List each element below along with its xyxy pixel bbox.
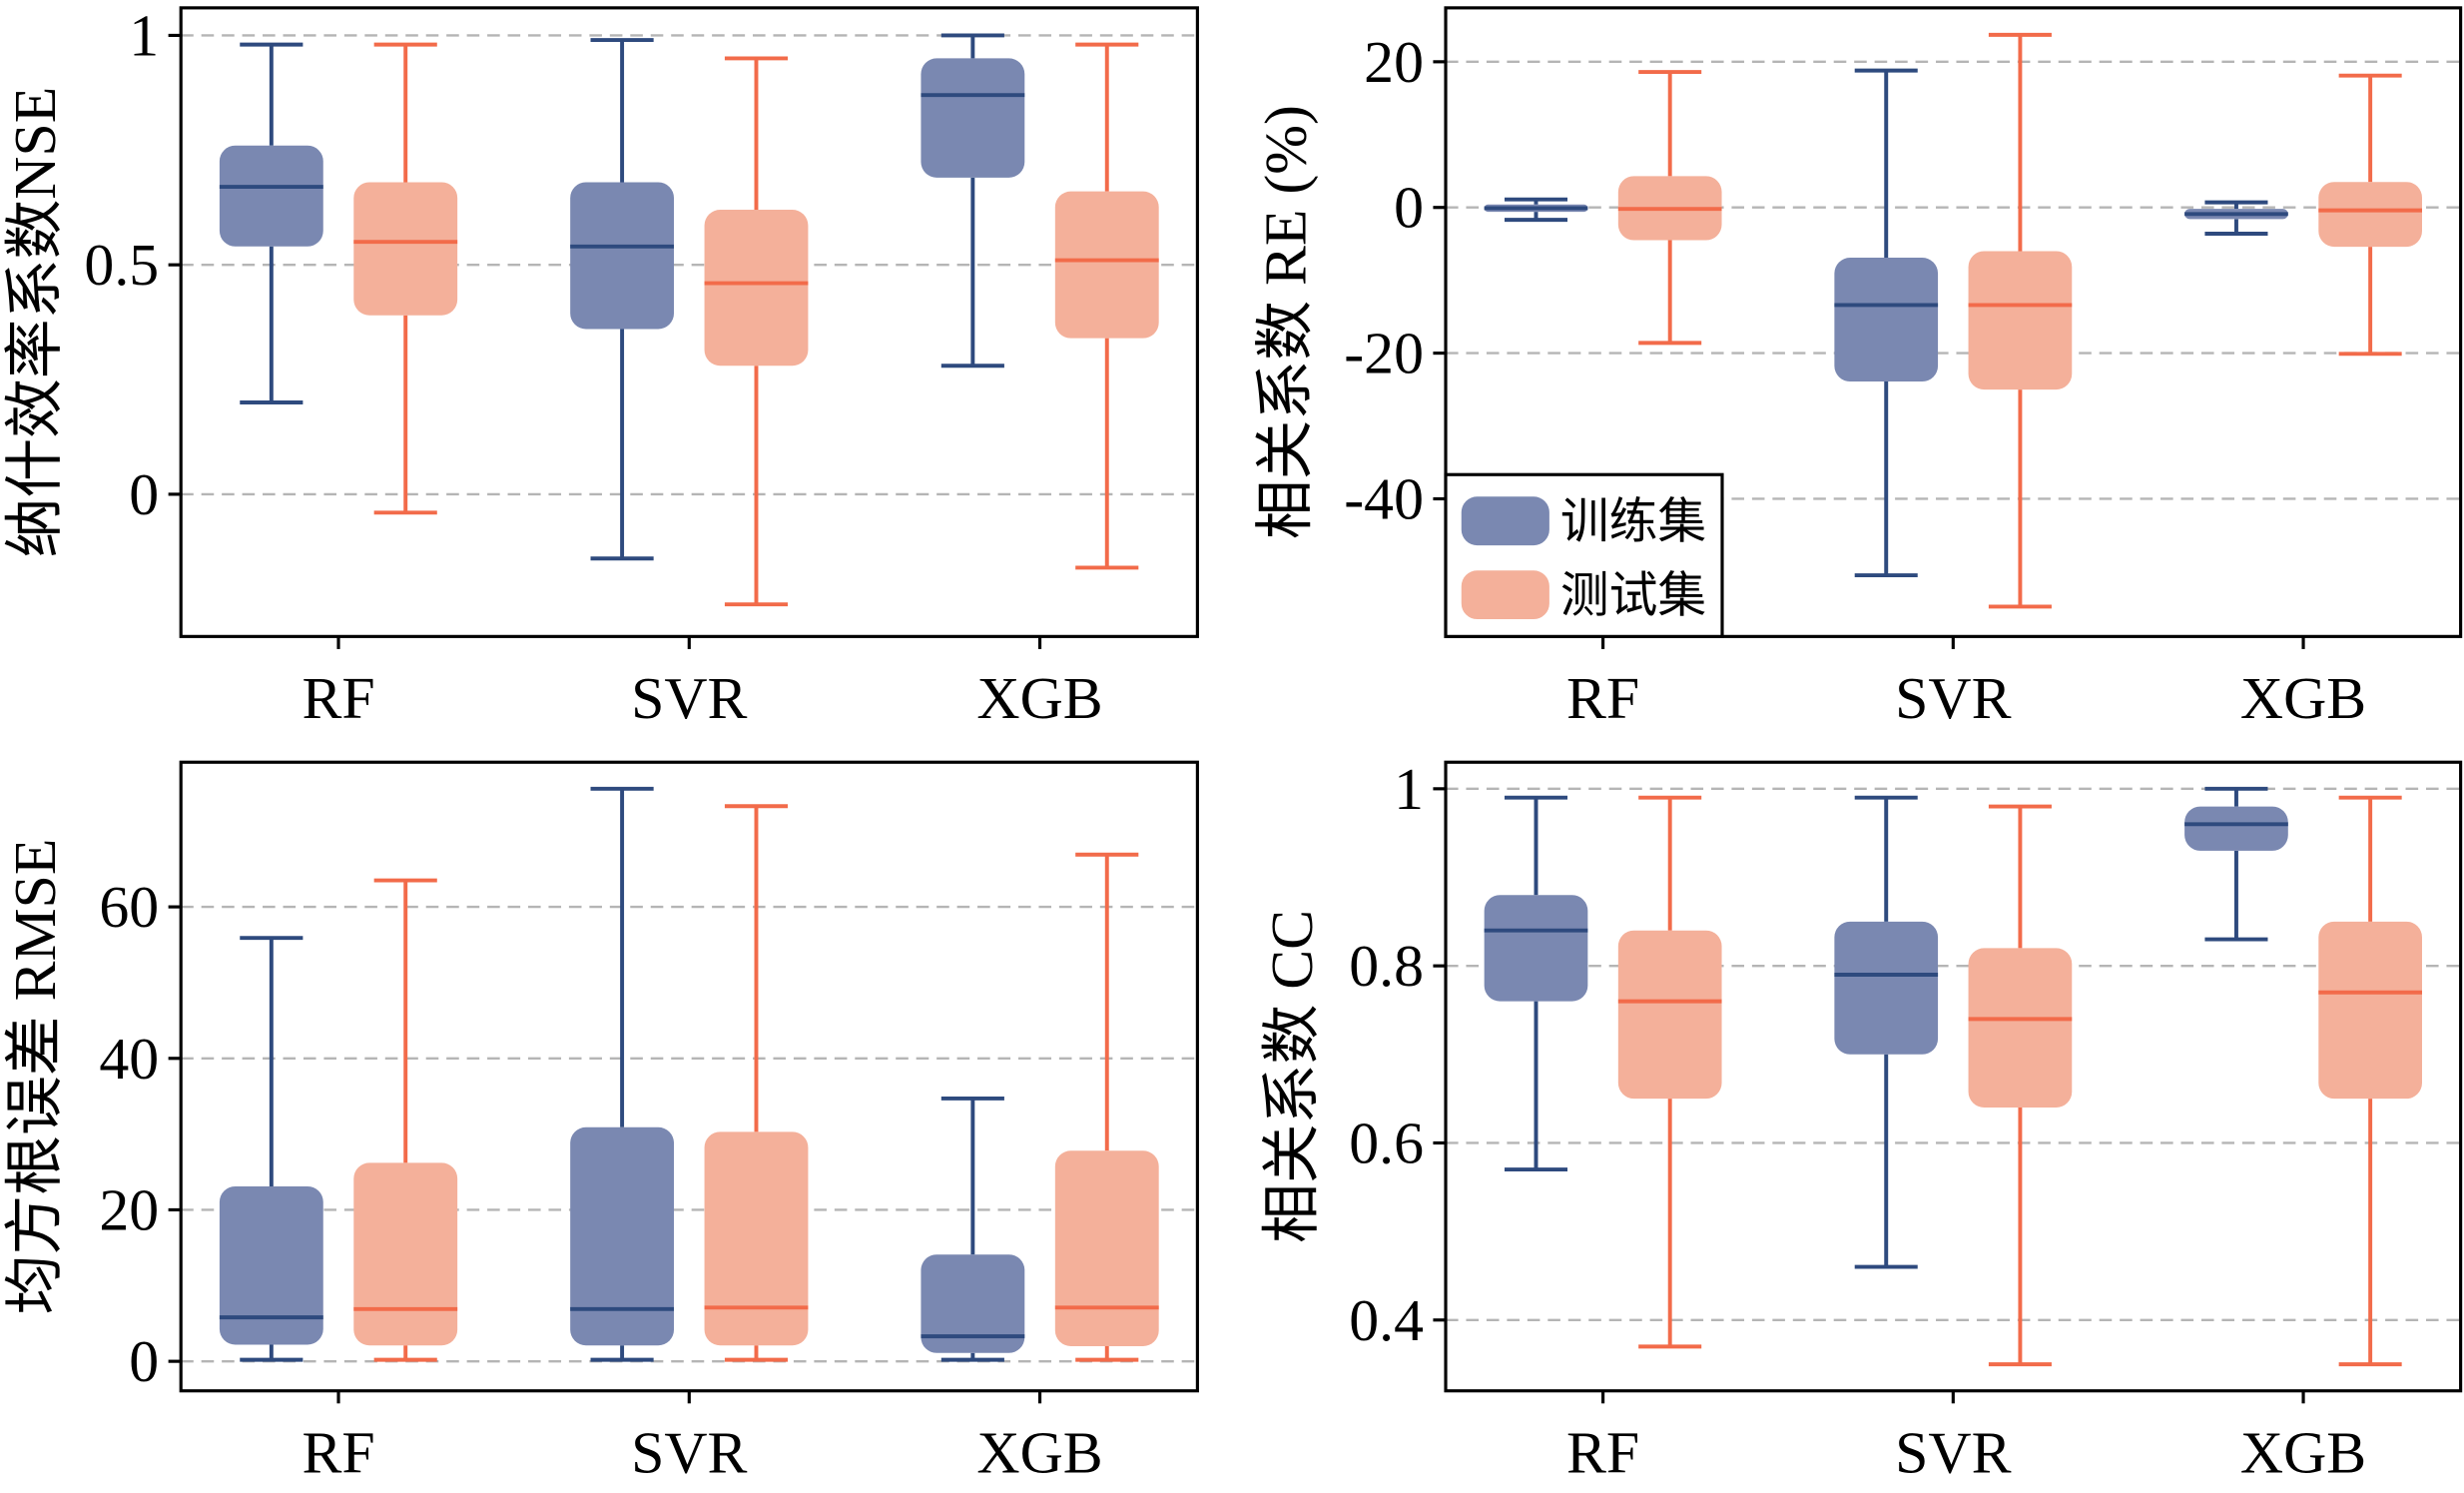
cc-y-tick-label: 1 <box>1394 756 1424 822</box>
rmse-xgb-test-box <box>1054 1150 1159 1346</box>
rmse-rf-train-boxplot <box>219 936 323 1362</box>
cc-svr-train-boxplot <box>1834 795 1939 1269</box>
cc-rf-train-box <box>1484 895 1588 1002</box>
cc-y-axis-label: 相关系数 CC <box>1259 910 1325 1243</box>
nse-rf-test-box <box>353 182 458 316</box>
rmse-xgb-train-boxplot <box>921 1097 1025 1362</box>
cc-x-tick-label: XGB <box>2240 1420 2366 1486</box>
nse-rf-train-box <box>219 145 323 247</box>
nse-svr-test-boxplot <box>704 56 809 607</box>
rmse-x-tick-label: XGB <box>976 1420 1102 1486</box>
legend-swatch-test <box>1461 570 1549 620</box>
re-svr-train-box <box>1834 258 1939 382</box>
rmse-rf-test-box <box>353 1162 458 1346</box>
nse-xgb-test-box <box>1054 191 1159 339</box>
panel-nse: 0 0.5 1 RF SVR XGB 纳什效率系数NSE <box>2 2 1199 731</box>
nse-svr-test-box <box>704 210 809 367</box>
nse-xgb-test-boxplot <box>1054 42 1159 570</box>
cc-y-tick-label: 0.8 <box>1349 933 1424 999</box>
cc-svr-test-boxplot <box>1968 804 2073 1367</box>
rmse-x-tick-label: SVR <box>631 1420 747 1486</box>
rmse-y-tick-label: 60 <box>99 874 159 940</box>
legend: 训练集 测试集 <box>1444 472 1724 638</box>
re-rf-train-boxplot <box>1484 197 1588 223</box>
rmse-y-tick-label: 20 <box>99 1176 159 1242</box>
nse-rf-train-boxplot <box>219 42 323 404</box>
rmse-y-axis-label: 均方根误差 RMSE <box>2 839 68 1315</box>
re-y-tick-label: -20 <box>1344 321 1424 386</box>
re-xgb-train-boxplot <box>2184 200 2288 236</box>
rmse-y-tick-label: 40 <box>99 1026 159 1092</box>
rmse-xgb-train-box <box>921 1254 1025 1353</box>
rmse-rf-test-boxplot <box>353 878 458 1362</box>
cc-x-tick-label: RF <box>1566 1420 1639 1486</box>
cc-y-tick-label: 0.4 <box>1349 1287 1424 1353</box>
re-svr-train-boxplot <box>1834 68 1939 578</box>
cc-rf-test-box <box>1617 930 1722 1100</box>
nse-x-tick-label: RF <box>302 665 374 731</box>
cc-y-tick-label: 0.6 <box>1349 1110 1424 1175</box>
panel-re: 20 0 -20 -40 RF SVR XGB 相关系数 RE (%) <box>1253 6 2463 731</box>
rmse-y-tick-label: 0 <box>129 1328 159 1394</box>
re-y-tick-label: 0 <box>1394 175 1424 241</box>
re-xgb-test-boxplot <box>2318 73 2422 357</box>
re-svr-test-boxplot <box>1968 32 2073 609</box>
cc-svr-train-box <box>1834 921 1939 1055</box>
panel-cc: 1 0.8 0.6 0.4 RF SVR XGB 相关系数 CC <box>1259 756 2463 1486</box>
cc-x-tick-label: SVR <box>1895 1420 2011 1486</box>
re-x-tick-label: SVR <box>1895 665 2011 731</box>
re-rf-test-boxplot <box>1617 70 1722 346</box>
rmse-svr-test-box <box>704 1131 809 1346</box>
cc-xgb-test-box <box>2318 921 2422 1100</box>
nse-y-tick-label: 1 <box>129 2 159 68</box>
nse-x-tick-label: XGB <box>976 665 1102 731</box>
re-x-tick-label: XGB <box>2240 665 2366 731</box>
rmse-rf-train-box <box>219 1185 323 1345</box>
cc-svr-test-box <box>1968 948 2073 1109</box>
rmse-svr-test-boxplot <box>704 804 809 1362</box>
cc-xgb-train-box <box>2184 806 2288 851</box>
re-x-tick-label: RF <box>1566 665 1639 731</box>
nse-y-tick-label: 0.5 <box>84 232 159 298</box>
nse-svr-train-boxplot <box>570 38 675 561</box>
nse-rf-test-boxplot <box>353 42 458 515</box>
cc-rf-test-boxplot <box>1617 795 1722 1349</box>
re-y-axis-label: 相关系数 RE (%) <box>1253 105 1319 539</box>
cc-rf-train-boxplot <box>1484 795 1588 1172</box>
nse-svr-train-box <box>570 182 675 330</box>
rmse-svr-train-box <box>570 1126 675 1346</box>
rmse-x-tick-label: RF <box>302 1420 374 1486</box>
nse-xgb-train-boxplot <box>921 33 1025 369</box>
re-y-tick-label: 20 <box>1364 29 1424 95</box>
nse-x-tick-label: SVR <box>631 665 747 731</box>
re-xgb-test-box <box>2318 182 2422 248</box>
cc-xgb-train-boxplot <box>2184 786 2288 942</box>
legend-label-test: 测试集 <box>1560 568 1706 622</box>
rmse-svr-train-boxplot <box>570 786 675 1362</box>
cc-xgb-test-boxplot <box>2318 795 2422 1367</box>
nse-xgb-train-box <box>921 58 1025 178</box>
legend-label-train: 训练集 <box>1560 494 1706 548</box>
legend-swatch-train <box>1461 496 1549 546</box>
panel-rmse: 0 20 40 60 RF SVR XGB 均方根误差 RMSE <box>2 760 1199 1486</box>
re-svr-test-box <box>1968 251 2073 390</box>
rmse-xgb-test-boxplot <box>1054 852 1159 1362</box>
nse-y-tick-label: 0 <box>129 461 159 527</box>
re-y-tick-label: -40 <box>1344 465 1424 531</box>
nse-y-axis-label: 纳什效率系数NSE <box>2 87 68 558</box>
